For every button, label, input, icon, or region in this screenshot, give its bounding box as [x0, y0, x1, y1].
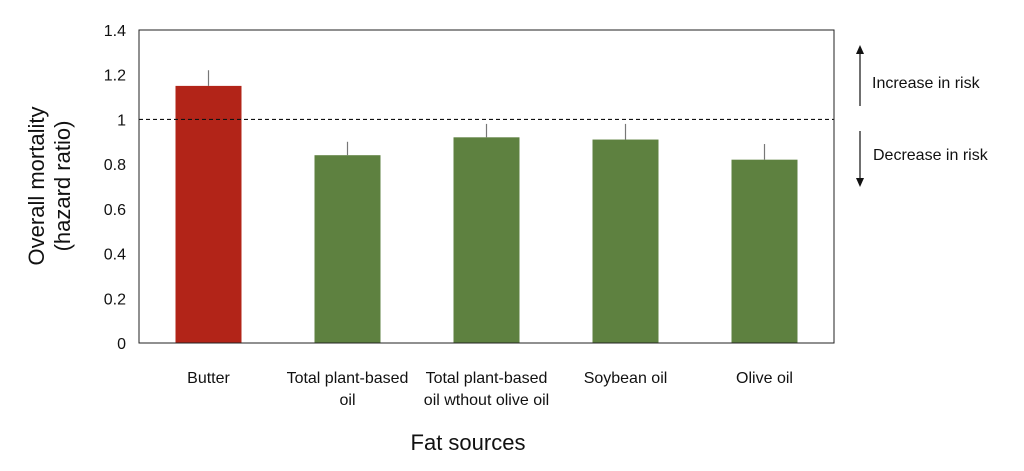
bar: [592, 139, 659, 343]
x-axis-tick-labels: Butter Total plant-based oil Total plant-ba…: [187, 370, 793, 409]
plot-area-frame: [138, 29, 835, 344]
x-tick-label: oil: [339, 392, 355, 409]
x-tick-label: Olive oil: [736, 370, 793, 387]
x-tick-label: oil wthout olive oil: [424, 392, 549, 409]
bar: [175, 85, 242, 344]
y-tick-label: 0.4: [104, 247, 126, 264]
y-axis-ticks: 0 0.2 0.4 0.6 0.8 1 1.2 1.4: [104, 23, 126, 353]
x-tick-label: Butter: [187, 370, 230, 387]
bars: [175, 85, 798, 344]
bar: [314, 155, 381, 343]
y-tick-label: 0.6: [104, 202, 126, 219]
x-axis-label: Fat sources: [411, 430, 526, 455]
y-tick-label: 0.2: [104, 291, 126, 308]
error-bars: [207, 70, 766, 160]
risk-annotations: Increase in risk Decrease in risk: [856, 45, 989, 187]
bar: [453, 137, 520, 343]
y-tick-label: 1: [117, 112, 126, 129]
arrow-down-icon: [856, 178, 864, 187]
arrow-up-icon: [856, 45, 864, 54]
x-tick-label: Soybean oil: [584, 370, 668, 387]
increase-in-risk-label: Increase in risk: [872, 75, 981, 92]
y-axis-label-line: (hazard ratio): [50, 121, 75, 252]
x-tick-label: Total plant-based: [426, 370, 548, 387]
y-tick-label: 0: [117, 336, 126, 353]
x-tick-label: Total plant-based: [287, 370, 409, 387]
y-tick-label: 0.8: [104, 157, 126, 174]
y-tick-label: 1.4: [104, 23, 126, 40]
y-tick-label: 1.2: [104, 68, 126, 85]
y-axis-label: Overall mortality (hazard ratio): [24, 107, 75, 266]
bar: [731, 159, 798, 343]
y-axis-label-line: Overall mortality: [24, 107, 49, 266]
decrease-in-risk-label: Decrease in risk: [873, 147, 989, 164]
